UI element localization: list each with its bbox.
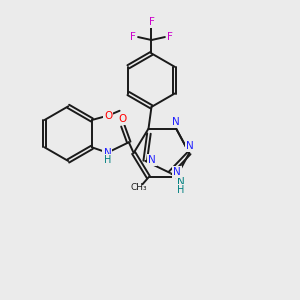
- Text: N: N: [148, 155, 156, 165]
- Text: N: N: [177, 177, 184, 187]
- Text: N: N: [186, 141, 194, 152]
- Text: N: N: [103, 148, 111, 158]
- Text: O: O: [104, 110, 112, 121]
- Text: F: F: [167, 32, 173, 42]
- Text: H: H: [177, 185, 184, 195]
- Text: H: H: [104, 155, 111, 165]
- Text: N: N: [172, 117, 180, 127]
- Text: F: F: [130, 32, 136, 42]
- Text: O: O: [118, 114, 126, 124]
- Text: F: F: [148, 17, 154, 27]
- Text: CH₃: CH₃: [131, 183, 147, 192]
- Text: N: N: [173, 167, 181, 177]
